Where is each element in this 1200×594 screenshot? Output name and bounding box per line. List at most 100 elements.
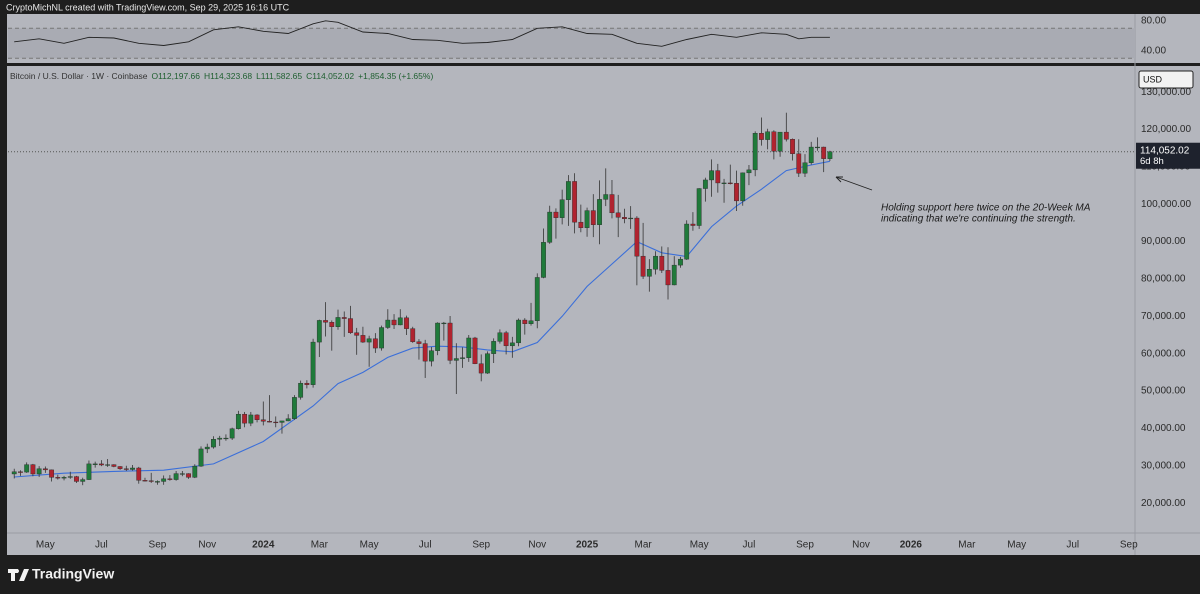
- candle-body: [61, 477, 67, 479]
- x-tick-label: Jul: [95, 540, 108, 551]
- candle-body: [142, 480, 148, 482]
- candle-body: [815, 146, 820, 149]
- candle-body: [603, 194, 609, 200]
- brand-name: TradingView: [32, 566, 114, 582]
- candle-body: [572, 181, 578, 223]
- legend-value: +1,854.35 (+1.65%): [358, 71, 433, 81]
- candle-body: [821, 146, 827, 159]
- candle-body: [429, 350, 434, 362]
- candle-body: [416, 341, 422, 344]
- y-tick-label: 80,000.00: [1141, 274, 1186, 285]
- candle-body: [759, 133, 764, 140]
- candle-body: [721, 182, 727, 184]
- candle-body: [229, 428, 235, 439]
- candle-body: [727, 182, 733, 184]
- candle-body: [267, 421, 272, 423]
- candle-body: [466, 337, 472, 358]
- candle-body: [42, 468, 48, 471]
- candle-body: [217, 437, 223, 440]
- candle-body: [435, 322, 441, 351]
- x-tick-label: May: [36, 540, 55, 551]
- candle-body: [734, 183, 739, 202]
- legend-value: L111,582.65: [256, 71, 302, 81]
- candle-body: [354, 332, 360, 336]
- x-tick-label: Nov: [528, 540, 546, 551]
- candle-body: [285, 418, 291, 422]
- candle-body: [273, 421, 279, 424]
- candle-body: [111, 464, 117, 467]
- candle-body: [684, 223, 690, 260]
- candle-body: [609, 194, 615, 214]
- annotation-arrow: [835, 176, 873, 191]
- candle-body: [802, 162, 808, 174]
- ma-line: [14, 160, 831, 478]
- annotation: indicating that we're continuing the str…: [881, 214, 1076, 225]
- candle-body: [615, 212, 621, 218]
- candle-body: [329, 322, 335, 327]
- x-tick-label: Mar: [311, 540, 329, 551]
- x-tick-label: 2024: [252, 540, 275, 551]
- candle-body: [516, 319, 521, 344]
- candle-body: [453, 358, 459, 361]
- candle-body: [385, 319, 391, 328]
- x-tick-label: Jul: [743, 540, 756, 551]
- candle-body: [410, 328, 416, 342]
- candle-body: [702, 179, 708, 189]
- candle-body: [360, 335, 366, 343]
- x-tick-label: Nov: [852, 540, 870, 551]
- candle-body: [422, 343, 428, 362]
- candle-body: [130, 467, 135, 470]
- x-tick-label: Sep: [472, 540, 490, 551]
- rsi-tick-label: 80.00: [1141, 15, 1166, 26]
- y-tick-label: 100,000.00: [1141, 199, 1191, 210]
- currency-box: [1138, 70, 1194, 89]
- legend-value: O112,197.66: [151, 71, 200, 81]
- candle-body: [783, 131, 789, 140]
- candle-body: [49, 469, 54, 478]
- candle-body: [808, 146, 814, 163]
- candle-body: [292, 397, 297, 419]
- candle-body: [323, 320, 328, 323]
- candle-body: [186, 473, 191, 478]
- price-tag: [1136, 142, 1200, 169]
- candle-body: [541, 242, 546, 278]
- candle-body: [18, 471, 23, 473]
- candle-body: [740, 172, 746, 202]
- candle-body: [123, 468, 129, 470]
- candle-body: [298, 382, 304, 398]
- candle-body: [379, 327, 384, 349]
- price-panel: [7, 66, 1200, 555]
- candle-body: [173, 473, 179, 480]
- candle-body: [98, 463, 104, 466]
- candle-body: [597, 199, 602, 225]
- x-tick-label: May: [1007, 540, 1026, 551]
- candle-body: [397, 317, 403, 326]
- x-tick-label: Jul: [1066, 540, 1079, 551]
- countdown: 6d 8h: [1140, 156, 1164, 167]
- legend-value: C114,052.02: [306, 71, 354, 81]
- y-tick-label: 120,000.00: [1141, 124, 1191, 135]
- candle-body: [36, 468, 42, 475]
- legend-symbol: Bitcoin / U.S. Dollar · 1W · Coinbase: [10, 71, 148, 81]
- candle-body: [80, 479, 86, 482]
- y-tick-label: 50,000.00: [1141, 386, 1186, 397]
- candle-body: [211, 439, 216, 448]
- rsi-band: [8, 28, 1135, 59]
- candle-body: [366, 338, 372, 343]
- candle-body: [117, 466, 123, 469]
- candle-body: [509, 342, 515, 347]
- candle-body: [491, 341, 497, 354]
- y-tick-label: 130,000.00: [1141, 87, 1191, 98]
- x-tick-label: 2025: [576, 540, 599, 551]
- candle-body: [497, 332, 503, 342]
- logo: [8, 569, 29, 581]
- candle-body: [646, 269, 652, 277]
- candle-body: [503, 332, 509, 347]
- candle-body: [198, 448, 204, 467]
- candle-body: [671, 264, 677, 286]
- candle-body: [260, 419, 266, 422]
- candle-body: [690, 223, 696, 226]
- candle-body: [248, 414, 254, 424]
- candle-body: [67, 476, 73, 478]
